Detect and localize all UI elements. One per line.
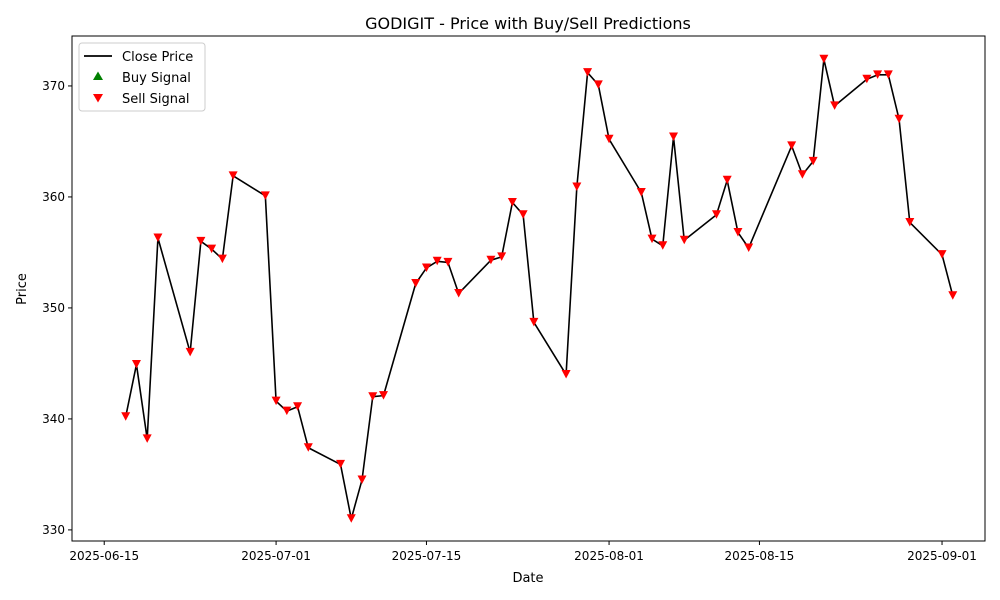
sell-signal-marker (948, 291, 958, 300)
sell-signal-marker (207, 244, 217, 254)
sell-signal-marker (421, 263, 431, 272)
sell-signal-marker (336, 459, 346, 469)
legend-box (78, 42, 206, 112)
legend-buy-label: Buy Signal (122, 71, 191, 86)
sell-signal-marker (529, 317, 539, 327)
plot-frame (71, 35, 986, 542)
x-tick-label: 2025-09-01 (907, 549, 977, 563)
sell-signal-marker (862, 74, 872, 84)
x-tick-label: 2025-08-15 (725, 549, 795, 563)
sell-signal-marker (937, 250, 947, 259)
y-tick-label: 330 (42, 523, 65, 537)
y-axis-title: Price (15, 273, 30, 305)
sell-signal-marker (260, 191, 270, 200)
sell-signal-marker (282, 406, 292, 416)
sell-signal-marker (658, 241, 668, 250)
sell-signal-marker (121, 412, 131, 421)
sell-signal-marker (432, 256, 442, 266)
sell-signal-marker (153, 233, 163, 242)
sell-signal-marker (572, 182, 582, 191)
sell-signal-marker (669, 132, 679, 141)
close-price-line (124, 58, 954, 520)
sell-signal-marker (830, 101, 840, 110)
sell-signal-marker (217, 254, 227, 264)
sell-signal-marker (507, 197, 517, 207)
sell-signal-marker (228, 171, 238, 180)
sell-signal-marker (411, 279, 421, 288)
legend-sell-marker (93, 94, 103, 103)
sell-signal-marker (636, 187, 646, 197)
sell-signal-marker (679, 235, 689, 245)
y-tick-label: 340 (42, 412, 65, 426)
sell-signal-marker (722, 175, 732, 185)
sell-signal-marker (368, 392, 378, 401)
legend-buy-marker (93, 71, 103, 80)
y-tick-label: 350 (42, 301, 65, 315)
sell-signal-marker (518, 210, 528, 219)
sell-signal-marker (142, 434, 152, 443)
x-tick-label: 2025-08-01 (574, 549, 644, 563)
sell-signal-marker (357, 475, 367, 484)
chart-title: GODIGIT - Price with Buy/Sell Prediction… (365, 14, 691, 33)
sell-signal-marker (561, 370, 571, 379)
sell-signal-marker (604, 134, 614, 144)
sell-signal-marker (593, 80, 603, 89)
sell-signal-marker (711, 210, 721, 219)
y-tick-label: 370 (42, 79, 65, 93)
sell-signal-marker (293, 402, 303, 411)
sell-signal-marker (647, 234, 657, 244)
y-tick-label: 360 (42, 190, 65, 204)
sell-signal-marker (497, 252, 507, 261)
legend-close-label: Close Price (122, 50, 193, 65)
sell-signal-marker (808, 156, 818, 166)
sell-signal-marker (894, 114, 904, 124)
y-axis: 330 340 350 360 370 (42, 79, 72, 537)
sell-signal-marker (303, 443, 313, 452)
x-tick-label: 2025-07-15 (392, 549, 462, 563)
sell-signal-marker (185, 347, 195, 357)
sell-signal-marker (733, 227, 743, 237)
sell-signal-marker (378, 391, 388, 400)
sell-signal-marker (196, 236, 206, 246)
x-axis: 2025-06-15 2025-07-01 2025-07-15 2025-08-01… (69, 541, 977, 563)
sell-signal-marker (454, 288, 464, 298)
x-tick-label: 2025-06-15 (69, 549, 139, 563)
sell-signal-marker (905, 217, 915, 227)
sell-signal-marker (131, 360, 141, 369)
sell-signal-marker (883, 70, 893, 79)
sell-signal-marker (346, 514, 356, 523)
sell-signal-marker (486, 255, 496, 265)
sell-signal-marker (787, 141, 797, 150)
sell-signal-marker (819, 54, 829, 64)
sell-signal-marker (583, 68, 593, 77)
sell-signal-marker (443, 257, 453, 267)
legend-sell-label: Sell Signal (122, 92, 190, 107)
sell-signal-marker (873, 70, 883, 79)
x-axis-title: Date (512, 571, 543, 586)
legend: Close Price Buy Signal Sell Signal (78, 42, 206, 112)
sell-signal-marker (744, 243, 754, 252)
sell-signal-marker (271, 396, 281, 406)
x-tick-label: 2025-07-01 (241, 549, 311, 563)
sell-signal-marker (797, 170, 807, 179)
